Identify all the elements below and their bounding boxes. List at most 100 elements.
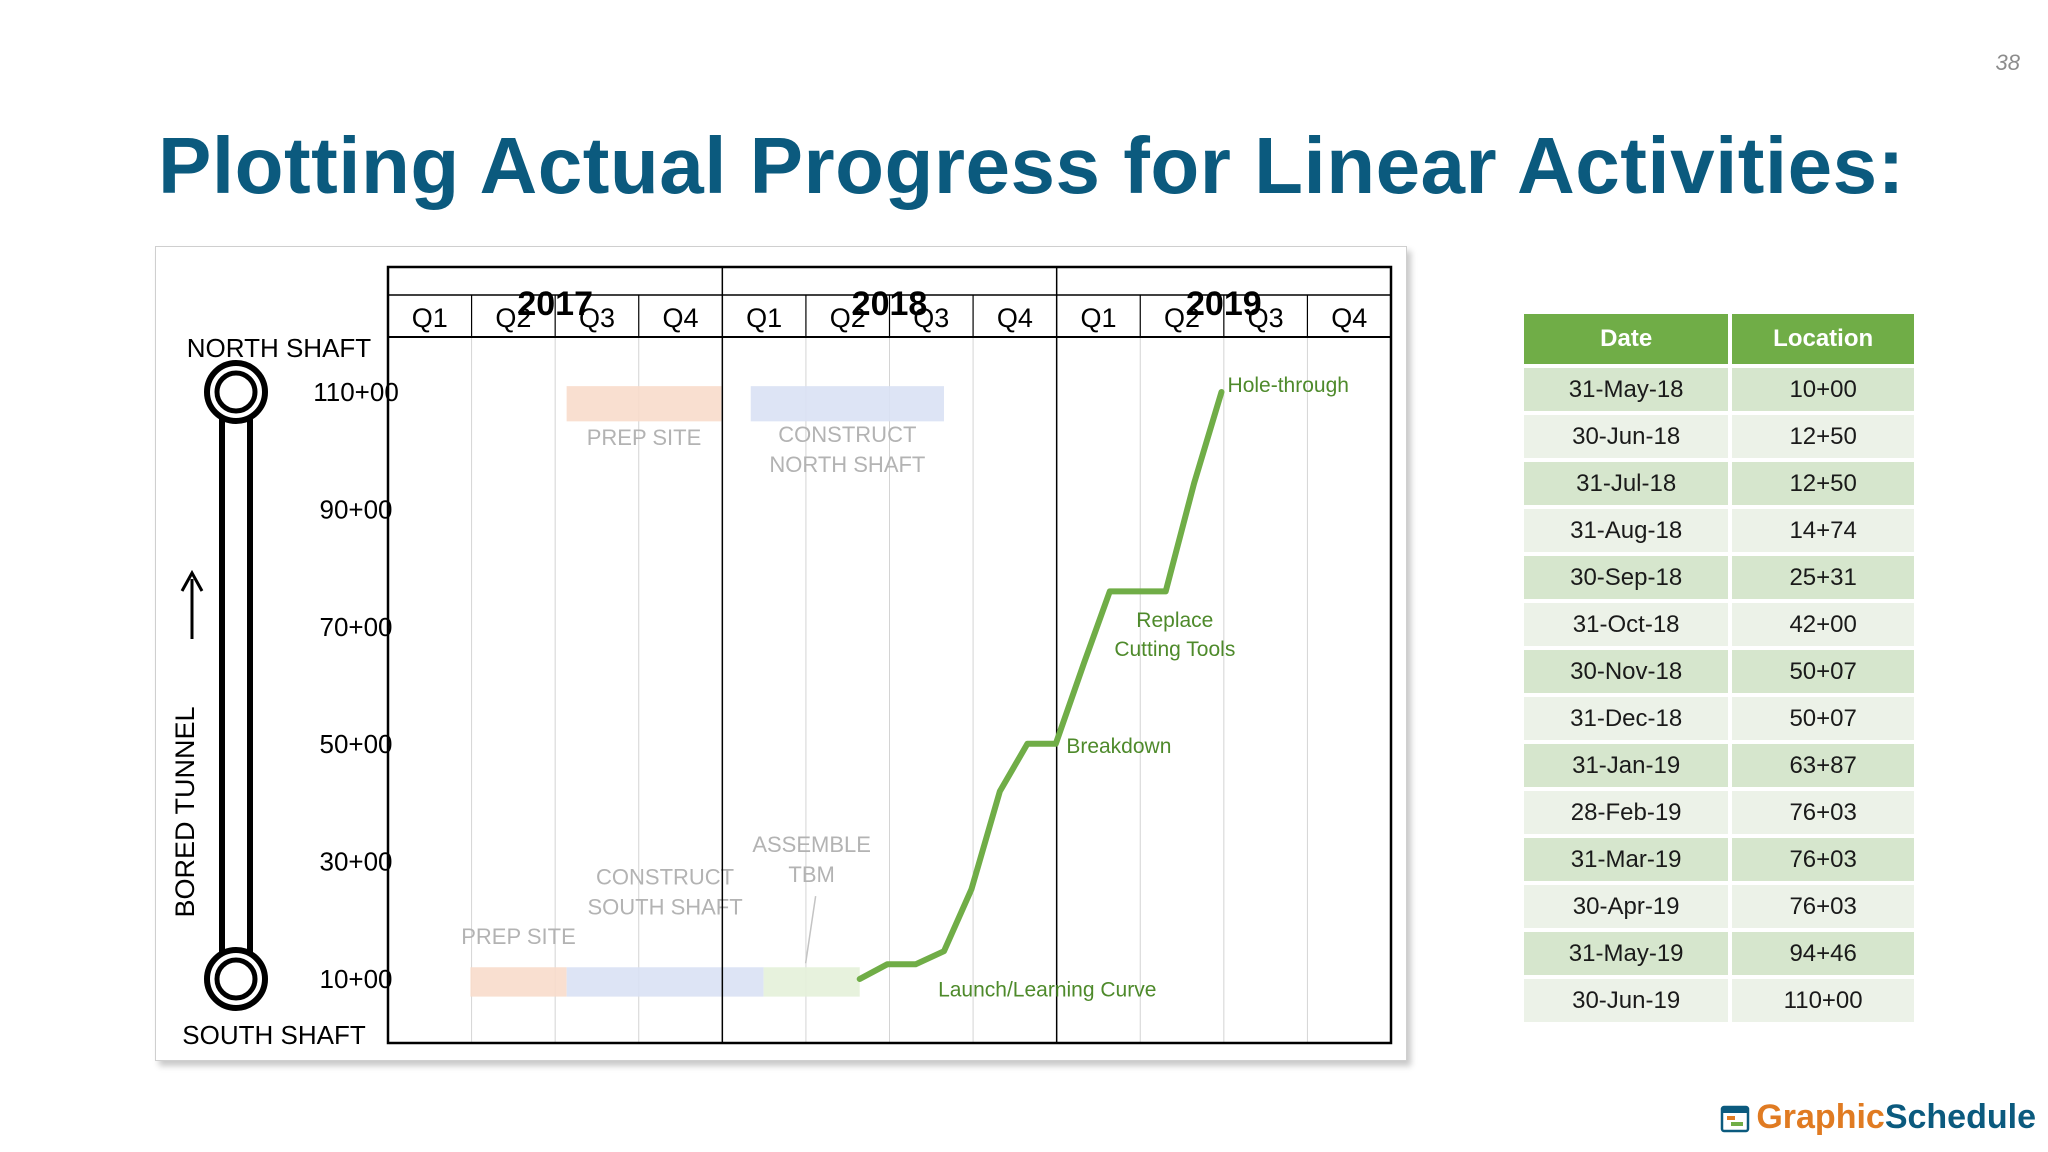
date-cell: 30-Apr-19 xyxy=(1524,885,1729,928)
table-row: 31-Aug-18 14+74 xyxy=(1524,509,1914,552)
location-cell: 12+50 xyxy=(1732,462,1914,505)
location-cell: 10+00 xyxy=(1732,368,1914,411)
page-number: 38 xyxy=(1995,50,2020,75)
quarter-label: Q1 xyxy=(1080,303,1116,333)
date-cell: 31-Aug-18 xyxy=(1524,509,1729,552)
tunnel-tube xyxy=(219,389,253,982)
y-tick-label: 30+00 xyxy=(319,847,392,877)
graphicschedule-logo: Graphic Schedule xyxy=(1720,1098,2036,1137)
activity-label: ASSEMBLE xyxy=(752,832,871,857)
date-cell: 31-May-19 xyxy=(1524,932,1729,975)
activity-bar xyxy=(750,386,945,422)
north-shaft-label: NORTH SHAFT xyxy=(187,333,372,363)
axis-arrow-head xyxy=(180,569,204,592)
activity-label: PREP SITE xyxy=(461,924,576,949)
location-cell: 110+00 xyxy=(1732,979,1914,1022)
location-cell: 14+74 xyxy=(1732,509,1914,552)
progress-line xyxy=(856,389,1225,982)
location-cell: 50+07 xyxy=(1732,650,1914,693)
progress-table: Date Location 31-May-18 10+00 30-Jun-18 12+… xyxy=(1520,310,1918,1026)
location-cell: 63+87 xyxy=(1732,744,1914,787)
quarter-label: Q2 xyxy=(1164,303,1200,333)
location-column-header: Location xyxy=(1732,314,1914,364)
table-body: 31-May-18 10+00 30-Jun-18 12+50 31-Jul-18 12+… xyxy=(1524,368,1914,1022)
quarter-label: Q3 xyxy=(579,303,615,333)
table-row: 31-Oct-18 42+00 xyxy=(1524,603,1914,646)
activity-bar xyxy=(763,967,860,997)
year-label: 2018 xyxy=(852,285,928,323)
chart-svg: PREP SITE CONSTRUCT SOUTH SHAFT ASSEMBLE TBM… xyxy=(170,265,1393,1050)
table-row: 31-May-18 10+00 xyxy=(1524,368,1914,411)
activity-leader xyxy=(804,896,817,964)
date-cell: 31-May-18 xyxy=(1524,368,1729,411)
quarter-label: Q4 xyxy=(997,303,1033,333)
year-label: 2017 xyxy=(517,285,593,323)
progress-annotation: Launch/Learning Curve xyxy=(938,979,1156,1002)
location-cell: 25+31 xyxy=(1732,556,1914,599)
table-row: 30-Sep-18 25+31 xyxy=(1524,556,1914,599)
quarter-label: Q3 xyxy=(1248,303,1284,333)
date-cell: 31-Dec-18 xyxy=(1524,697,1729,740)
shaft-inner-circle xyxy=(214,370,258,414)
table-row: 31-May-19 94+46 xyxy=(1524,932,1914,975)
quarter-label: Q2 xyxy=(495,303,531,333)
date-cell: 31-Jul-18 xyxy=(1524,462,1729,505)
location-cell: 42+00 xyxy=(1732,603,1914,646)
activity-label: SOUTH SHAFT xyxy=(587,894,742,919)
location-cell: 76+03 xyxy=(1732,885,1914,928)
table-row: 30-Jun-18 12+50 xyxy=(1524,415,1914,458)
table-row: 31-Jan-19 63+87 xyxy=(1524,744,1914,787)
y-tick-label: 110+00 xyxy=(313,377,399,407)
activity-bar xyxy=(566,386,722,422)
table-row: 28-Feb-19 76+03 xyxy=(1524,791,1914,834)
location-cell: 76+03 xyxy=(1732,838,1914,881)
table-row: 31-Jul-18 12+50 xyxy=(1524,462,1914,505)
table-row: 31-Mar-19 76+03 xyxy=(1524,838,1914,881)
linear-schedule-chart: PREP SITE CONSTRUCT SOUTH SHAFT ASSEMBLE TBM… xyxy=(155,246,1407,1061)
date-cell: 31-Jan-19 xyxy=(1524,744,1729,787)
activity-label: CONSTRUCT xyxy=(778,422,916,447)
shaft-inner-circle xyxy=(214,957,258,1001)
table-row: 31-Dec-18 50+07 xyxy=(1524,697,1914,740)
progress-annotation: Hole-through xyxy=(1228,374,1349,397)
chart-frame xyxy=(386,265,1393,1045)
location-cell: 12+50 xyxy=(1732,415,1914,458)
activity-label: TBM xyxy=(788,862,834,887)
date-cell: 28-Feb-19 xyxy=(1524,791,1729,834)
y-tick-label: 90+00 xyxy=(319,494,392,524)
calendar-chart-icon xyxy=(1720,1103,1750,1133)
date-cell: 30-Jun-18 xyxy=(1524,415,1729,458)
date-cell: 31-Oct-18 xyxy=(1524,603,1729,646)
table-row: 30-Nov-18 50+07 xyxy=(1524,650,1914,693)
date-cell: 31-Mar-19 xyxy=(1524,838,1729,881)
quarter-label: Q4 xyxy=(663,303,699,333)
progress-annotation: Cutting Tools xyxy=(1114,638,1235,661)
location-cell: 76+03 xyxy=(1732,791,1914,834)
table-header-row: Date Location xyxy=(1524,314,1914,364)
y-tick-label: 70+00 xyxy=(319,612,392,642)
progress-annotation: Replace xyxy=(1136,609,1213,632)
south-shaft-label: SOUTH SHAFT xyxy=(182,1020,366,1050)
location-cell: 94+46 xyxy=(1732,932,1914,975)
date-column-header: Date xyxy=(1524,314,1729,364)
activity-label: PREP SITE xyxy=(587,425,702,450)
slide-title: Plotting Actual Progress for Linear Acti… xyxy=(158,121,1905,210)
quarter-label: Q3 xyxy=(913,303,949,333)
quarter-label: Q1 xyxy=(412,303,448,333)
logo-text-schedule: Schedule xyxy=(1884,1098,2036,1136)
year-label: 2019 xyxy=(1186,285,1262,323)
quarter-label: Q1 xyxy=(746,303,782,333)
quarter-label: Q2 xyxy=(830,303,866,333)
activity-label: NORTH SHAFT xyxy=(769,452,925,477)
bored-tunnel-label: BORED TUNNEL xyxy=(170,706,200,917)
date-cell: 30-Sep-18 xyxy=(1524,556,1729,599)
y-tick-label: 10+00 xyxy=(319,964,392,994)
location-cell: 50+07 xyxy=(1732,697,1914,740)
logo-text-graphic: Graphic xyxy=(1756,1098,1885,1136)
activity-bar xyxy=(470,967,567,997)
date-cell: 30-Nov-18 xyxy=(1524,650,1729,693)
table-row: 30-Jun-19 110+00 xyxy=(1524,979,1914,1022)
activity-bar xyxy=(566,967,764,997)
date-cell: 30-Jun-19 xyxy=(1524,979,1729,1022)
progress-annotation: Breakdown xyxy=(1066,735,1171,758)
